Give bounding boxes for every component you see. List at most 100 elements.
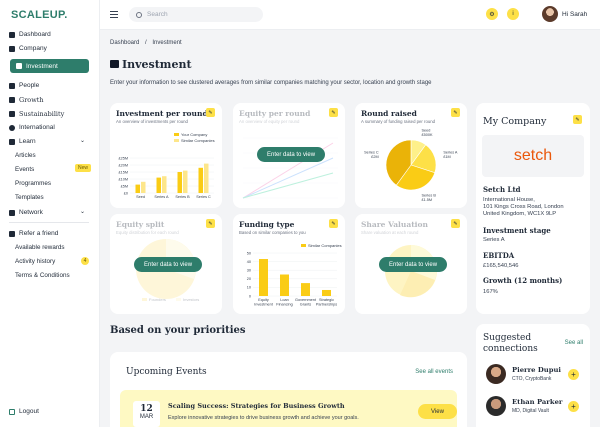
y-tick-label: £25M (119, 156, 129, 160)
y-tick-label: £5M (121, 184, 128, 188)
info-icon: i (512, 11, 514, 17)
enter-data-button[interactable]: Enter data to view (379, 257, 448, 272)
menu-icon[interactable] (110, 11, 118, 20)
bar (162, 176, 167, 193)
x-tick-label: Strategic (319, 298, 334, 302)
nav-company[interactable]: Company (9, 43, 47, 54)
brand-logo[interactable]: SCALEUP. (11, 9, 68, 21)
avatar[interactable] (486, 396, 506, 416)
chevron-down-icon[interactable]: ⌄ (79, 209, 85, 215)
avatar[interactable] (486, 364, 506, 384)
bar (301, 283, 310, 296)
investment-bar-chart: £0 £5M £10M £15M £20M £25M Seed Series A Series … (119, 156, 214, 199)
nav-investment[interactable]: Investment (10, 59, 89, 73)
funding-type-card: Funding type Based on similar companies … (233, 214, 345, 314)
pie-label: Series C (364, 150, 379, 154)
y-tick-label: 10 (247, 286, 251, 290)
nav-rewards[interactable]: Available rewards (15, 244, 65, 251)
gift-icon (9, 230, 15, 237)
edit-button[interactable]: ✎ (451, 108, 460, 117)
company-name: Setch Ltd (483, 185, 521, 194)
pencil-icon: ✎ (453, 109, 458, 116)
y-tick-label: 20 (247, 277, 251, 281)
network-icon (9, 209, 15, 216)
pencil-icon: ✎ (208, 220, 213, 227)
bar (198, 167, 203, 193)
company-address-2: 101 Kings Cross Road, London (483, 204, 564, 210)
nav-events[interactable]: Events (15, 166, 35, 173)
edit-button[interactable]: ✎ (206, 219, 215, 228)
card-title: Round raised (361, 109, 417, 118)
edit-button[interactable]: ✎ (206, 108, 215, 117)
see-all-connections-link[interactable]: See all (564, 340, 583, 346)
chevron-down-icon[interactable]: ⌄ (79, 138, 85, 144)
see-all-events-link[interactable]: See all events (415, 369, 453, 375)
nav-international[interactable]: International (9, 122, 55, 133)
globe-icon (9, 124, 15, 131)
edit-button[interactable]: ✎ (329, 108, 338, 117)
search-input[interactable]: Search (129, 7, 263, 22)
add-connection-button[interactable]: + (568, 369, 579, 380)
bar (204, 163, 209, 193)
card-subtitle: A summary of funding raised per round (361, 119, 436, 124)
nav-refer[interactable]: Refer a friend (9, 228, 58, 239)
card-title: Share Valuation (361, 220, 428, 229)
round-raised-card: Round raised A summary of funding raised… (355, 103, 467, 208)
growth-value: 167% (483, 289, 498, 295)
nav-learn[interactable]: Learn (9, 136, 36, 147)
y-tick-label: £10M (119, 177, 129, 181)
logout-button[interactable]: Logout (9, 406, 39, 417)
x-tick-label: Loan (280, 298, 288, 302)
event-description: Explore innovative strategies to drive b… (168, 415, 359, 421)
legend-item: Similar Companies (174, 138, 215, 143)
suggested-title: Suggested (483, 333, 532, 343)
y-tick-label: £0 (124, 191, 128, 195)
edit-button[interactable]: ✎ (329, 219, 338, 228)
briefcase-icon (110, 60, 119, 68)
enter-data-button[interactable]: Enter data to view (134, 257, 203, 272)
plus-icon: + (571, 370, 576, 379)
event-row[interactable]: Scaling Success: Strategies for Business… (120, 390, 457, 427)
card-title: Investment per round (116, 109, 208, 118)
sidebar: SCALEUP. Dashboard Company Investment Pe… (0, 0, 100, 427)
edit-company-button[interactable]: ✎ (573, 115, 582, 124)
investment-stage-value: Series A (483, 237, 505, 243)
edit-button[interactable]: ✎ (451, 219, 460, 228)
nav-dashboard[interactable]: Dashboard (9, 29, 51, 40)
info-button[interactable]: i (507, 8, 519, 20)
bar (259, 259, 268, 296)
nav-growth[interactable]: Growth (9, 94, 44, 105)
y-tick-label: £15M (119, 170, 129, 174)
logout-icon (9, 408, 15, 415)
settings-button[interactable]: ⚙ (486, 8, 498, 20)
pencil-icon: ✎ (575, 116, 580, 123)
pencil-icon: ✎ (208, 109, 213, 116)
nav-terms[interactable]: Terms & Conditions (15, 272, 70, 279)
y-tick-label: £20M (119, 163, 129, 167)
x-tick-label: Investment (254, 303, 274, 307)
nav-people[interactable]: People (9, 80, 39, 91)
enter-data-button[interactable]: Enter data to view (257, 147, 326, 162)
card-subtitle: An overview of equity per round (239, 119, 300, 124)
x-tick-label: Government (295, 298, 317, 302)
nav-articles[interactable]: Articles (15, 152, 36, 159)
pie-value-label: £1.5M (422, 198, 433, 202)
nav-templates[interactable]: Templates (15, 194, 44, 201)
avatar[interactable] (542, 6, 558, 22)
connection-name[interactable]: Pierre Dupui (512, 366, 561, 374)
view-event-button[interactable]: View (418, 404, 457, 419)
breadcrumb-dashboard[interactable]: Dashboard (110, 40, 140, 46)
nav-sustainability[interactable]: Sustainability (9, 108, 64, 119)
connection-name[interactable]: Ethan Parker (512, 398, 563, 406)
add-connection-button[interactable]: + (568, 401, 579, 412)
y-tick-label: 40 (247, 260, 251, 264)
divider (9, 222, 89, 223)
event-title: Scaling Success: Strategies for Business… (168, 402, 345, 410)
nav-network[interactable]: Network (9, 207, 43, 218)
card-subtitle: An overview of investments per round (116, 119, 188, 124)
nav-programmes[interactable]: Programmes (15, 180, 52, 187)
pencil-icon: ✎ (331, 220, 336, 227)
nav-activity[interactable]: Activity history (15, 258, 56, 265)
x-tick-label: Partnerships (316, 303, 337, 307)
